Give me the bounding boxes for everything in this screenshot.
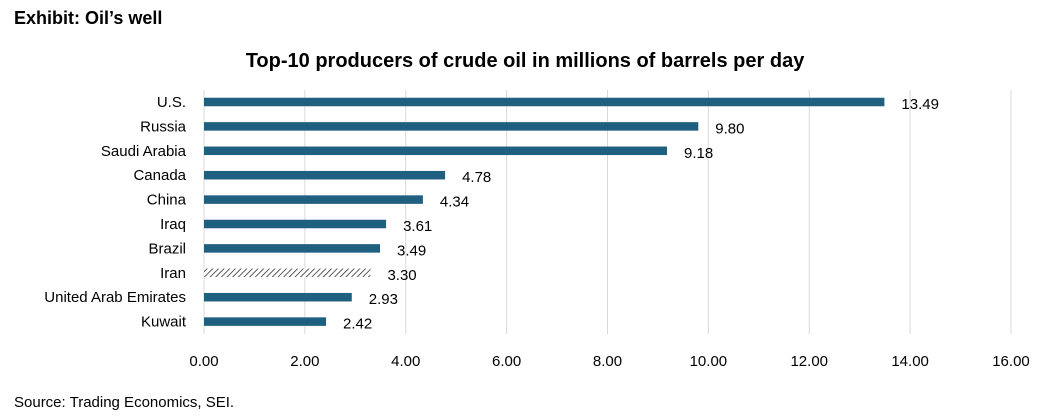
data-label: 4.34 xyxy=(440,194,469,211)
labels: 0.00 2.00 4.00 6.00 8.00 10.00 12.00 14.00 16.00… xyxy=(44,94,1030,370)
x-tick-label: 14.00 xyxy=(891,353,929,370)
x-tick-label: 16.00 xyxy=(992,353,1030,370)
data-label: 3.49 xyxy=(397,242,426,259)
data-label: 13.49 xyxy=(901,96,939,113)
x-tick-label: 6.00 xyxy=(492,353,521,370)
bar xyxy=(204,268,371,278)
bar xyxy=(204,244,381,253)
category-label: United Arab Emirates xyxy=(44,289,186,306)
bar xyxy=(204,292,352,302)
data-label: 4.78 xyxy=(462,169,491,186)
data-label: 2.42 xyxy=(343,316,372,333)
bars xyxy=(204,97,885,326)
category-label: U.S. xyxy=(157,94,186,111)
bar xyxy=(204,170,446,180)
bar xyxy=(204,317,327,326)
x-tick-label: 2.00 xyxy=(290,353,319,370)
chart-title: Top-10 producers of crude oil in million… xyxy=(245,50,805,72)
bar xyxy=(204,97,885,107)
x-tick-label: 10.00 xyxy=(690,353,728,370)
category-label: China xyxy=(147,192,187,209)
category-label: Brazil xyxy=(148,240,186,257)
data-label: 9.80 xyxy=(715,120,744,137)
category-label: Kuwait xyxy=(141,314,187,331)
category-label: Iraq xyxy=(160,216,186,233)
x-tick-label: 4.00 xyxy=(391,353,420,370)
bar xyxy=(204,122,699,131)
source-note: Source: Trading Economics, SEI. xyxy=(14,394,235,411)
data-label: 9.18 xyxy=(684,145,713,162)
bar xyxy=(204,195,423,204)
data-label: 2.93 xyxy=(369,291,398,308)
category-label: Iran xyxy=(160,265,186,282)
bar xyxy=(204,219,387,229)
data-label: 3.30 xyxy=(387,267,416,284)
x-tick-label: 12.00 xyxy=(790,353,828,370)
x-tick-label: 8.00 xyxy=(593,353,622,370)
bar xyxy=(204,146,668,156)
data-label: 3.61 xyxy=(403,218,432,235)
exhibit-title: Exhibit: Oil’s well xyxy=(14,8,163,28)
category-label: Russia xyxy=(140,118,187,135)
category-label: Canada xyxy=(133,167,186,184)
x-tick-label: 0.00 xyxy=(189,353,218,370)
category-label: Saudi Arabia xyxy=(101,143,187,160)
